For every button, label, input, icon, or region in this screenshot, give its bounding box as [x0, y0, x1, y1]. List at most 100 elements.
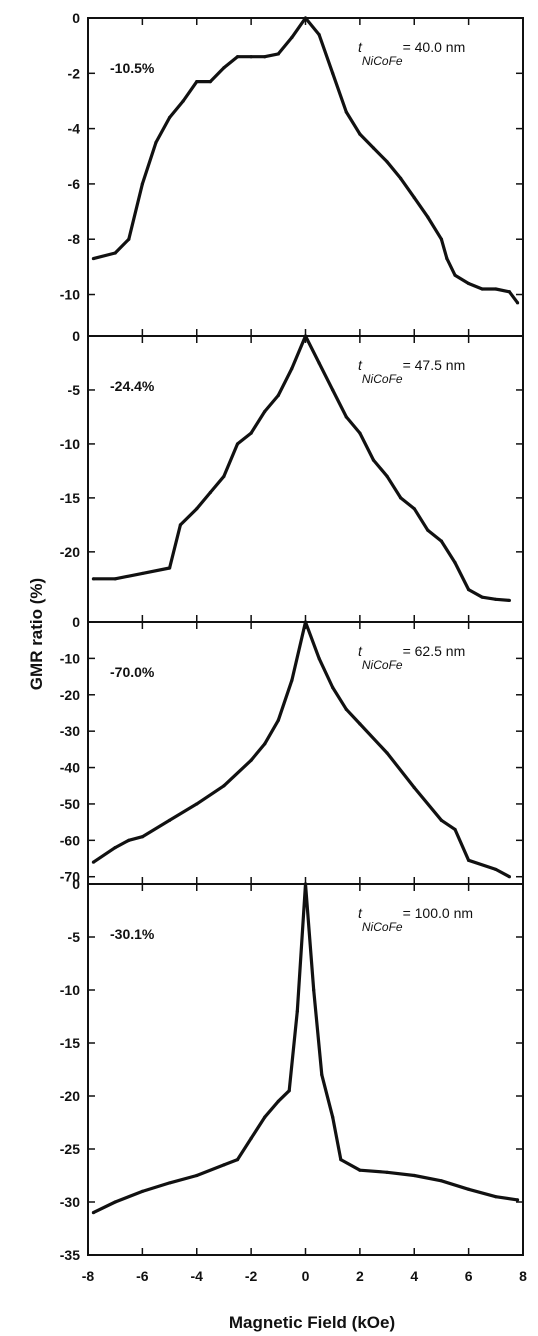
data-point [320, 1073, 324, 1077]
data-point [195, 1173, 199, 1178]
data-point [339, 1158, 343, 1162]
y-tick-label: -25 [60, 1141, 80, 1157]
data-point [453, 273, 457, 277]
data-point [249, 758, 253, 762]
data-point [439, 539, 444, 543]
thickness-label: tNiCoFe= 62.5 nm [358, 643, 465, 672]
data-point [140, 571, 144, 576]
thickness-value: = 47.5 nm [403, 357, 466, 373]
x-tick-label: 0 [302, 1268, 310, 1284]
y-tick-label: -6 [68, 176, 81, 192]
x-tick-label: 2 [356, 1268, 364, 1284]
data-point [480, 595, 484, 599]
data-point [385, 1170, 389, 1174]
data-point [195, 507, 199, 511]
x-tick-label: 8 [519, 1268, 527, 1284]
y-tick-label: -50 [60, 796, 80, 812]
y-tick-label: 0 [72, 10, 80, 26]
thickness-subscript: NiCoFe [362, 372, 403, 386]
data-point [439, 818, 444, 822]
data-point [263, 742, 267, 746]
data-point [344, 707, 348, 711]
data-point [399, 176, 403, 180]
data-point [91, 577, 96, 581]
data-point [303, 16, 308, 20]
data-point [344, 415, 348, 419]
x-axis-title: Magnetic Field (kOe) [229, 1313, 395, 1332]
y-tick-label: -10 [60, 650, 80, 666]
data-point [249, 431, 253, 435]
data-point [331, 685, 335, 690]
data-point [358, 431, 362, 435]
data-point [412, 507, 416, 511]
data-point [222, 474, 226, 478]
data-point [276, 393, 280, 397]
y-tick-label: -30 [60, 1194, 80, 1210]
data-point [222, 1163, 226, 1167]
thickness-symbol: t [358, 905, 363, 921]
y-tick-label: -35 [60, 1247, 80, 1263]
y-tick-label: -15 [60, 490, 80, 506]
panel-2: 0 -5 -10 -15 -20 -24.4% tNiCoFe= 47.5 nm [60, 328, 524, 623]
data-point [494, 287, 498, 291]
panels-layer: 0-2-4-6-8-10-10.5%tNiCoFe= 40.0 nm0-5-10… [60, 10, 524, 1263]
thickness-subscript: NiCoFe [362, 920, 403, 934]
data-point [181, 99, 185, 103]
data-point [317, 656, 321, 660]
y-tick-label: -30 [60, 723, 80, 739]
thickness-subscript: NiCoFe [362, 54, 403, 68]
gmr-curve-panel-4 [92, 882, 518, 1215]
data-point [195, 80, 199, 84]
data-point [263, 409, 267, 414]
data-point [358, 1168, 362, 1172]
thickness-value: = 40.0 nm [403, 39, 466, 55]
data-point [91, 860, 96, 864]
panel-frame [87, 621, 524, 885]
data-point [167, 115, 172, 120]
data-point [249, 1136, 253, 1140]
y-tick-label: 0 [72, 328, 80, 344]
y-tick-label: -5 [68, 929, 81, 945]
data-point [208, 490, 212, 495]
data-point [358, 722, 362, 726]
y-tick-label: -10 [60, 287, 80, 303]
y-tick-label: -4 [68, 121, 81, 137]
data-point [276, 52, 280, 56]
data-point [290, 678, 294, 682]
x-tick-label: -2 [245, 1268, 258, 1284]
data-point [317, 361, 321, 365]
y-axis-title: GMR ratio (%) [27, 578, 46, 690]
data-point [331, 388, 335, 392]
thickness-symbol: t [358, 643, 363, 659]
data-point [154, 140, 158, 145]
y-tick-label: -5 [68, 382, 81, 398]
y-tick-label: -2 [68, 65, 81, 81]
data-point [467, 858, 471, 862]
data-point [480, 287, 484, 291]
data-point [507, 290, 512, 294]
data-point [127, 838, 131, 842]
data-point [167, 818, 172, 822]
gmr-max-annotation: -10.5% [110, 60, 155, 76]
thickness-value: = 62.5 nm [403, 643, 466, 659]
gmr-max-annotation: -30.1% [110, 926, 155, 942]
data-point [235, 1158, 240, 1162]
data-point [303, 620, 308, 624]
data-point [515, 301, 520, 305]
data-point [276, 718, 280, 722]
x-axis: -8 -6 -4 -2 0 2 4 6 8 [82, 1268, 527, 1284]
gmr-curve-panel-2 [93, 334, 510, 602]
x-tick-label: -4 [191, 1268, 204, 1284]
data-point [91, 1211, 96, 1215]
data-point [331, 1115, 335, 1119]
data-point [445, 256, 449, 261]
data-point [178, 523, 183, 527]
x-tick-label: -8 [82, 1268, 95, 1284]
thickness-label: tNiCoFe= 100.0 nm [358, 905, 473, 934]
data-point [399, 496, 403, 500]
data-point [113, 251, 117, 255]
y-tick-label: -20 [60, 544, 80, 560]
data-point [222, 66, 226, 70]
data-point [235, 55, 240, 59]
data-point [249, 55, 253, 59]
